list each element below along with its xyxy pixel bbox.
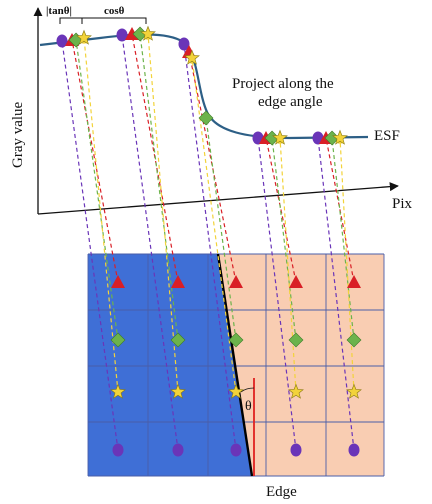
circle-marker [56,34,68,48]
circle-marker [290,443,302,457]
esf-label: ESF [374,128,400,144]
projection-line-diamond [271,137,297,341]
circle-marker [116,28,128,42]
diamond-marker [198,110,214,126]
projection-line-circle [317,137,355,451]
star-marker [346,383,362,399]
projection-line-star [279,137,297,393]
projection-line-circle [183,43,237,451]
pixel-grid: θ [87,253,385,477]
x-axis-label: Pix [392,196,413,212]
star-marker [288,383,304,399]
star-marker [170,383,186,399]
edge-line [216,253,254,477]
projection-line-star [83,37,119,393]
star-marker [76,29,92,45]
triangle-marker [171,275,185,288]
projection-line-circle [257,137,297,451]
projection-line-diamond [139,33,179,341]
y-axis-label: Gray value [10,101,26,168]
diamond-marker [228,332,244,348]
tan-bracket [59,17,83,24]
diamond-marker [288,332,304,348]
circle-marker [178,37,190,51]
projection-line-star [147,33,179,393]
diamond-marker [170,332,186,348]
cos-label: cosθ [104,5,125,17]
circle-marker [112,443,124,457]
projection-line-triangle [265,137,297,283]
star-marker [272,129,288,145]
star-marker [184,49,200,65]
projection-line-star [191,57,237,393]
star-marker [140,25,156,41]
cos-bracket [81,17,147,24]
projection-line-diamond [205,117,237,341]
edge-label: Edge [266,484,297,500]
triangle-marker [347,275,361,288]
grid-lines [87,253,385,477]
sample-markers [56,25,362,457]
circle-marker [348,443,360,457]
diamond-marker [110,332,126,348]
projection-line-star [339,137,355,393]
triangle-marker [289,275,303,288]
circle-marker [230,443,242,457]
angle-arc [240,387,255,393]
star-marker [228,383,244,399]
dark-region [88,254,252,476]
projection-line-circle [61,40,119,451]
diamond-marker [346,332,362,348]
circle-marker [172,443,184,457]
projection-line-triangle [325,137,355,283]
triangle-marker [111,275,125,288]
projection-line-diamond [75,39,119,341]
projection-line-diamond [331,137,355,341]
annotation-line-2: edge angle [258,94,323,110]
annotation-line-1: Project along the [232,76,334,92]
projection-lines [60,33,355,451]
tan-label: |tanθ| [46,5,72,17]
star-marker [332,129,348,145]
star-marker [110,383,126,399]
projection-line-triangle [71,39,119,283]
triangle-marker [229,275,243,288]
angle-label: θ [245,399,252,414]
